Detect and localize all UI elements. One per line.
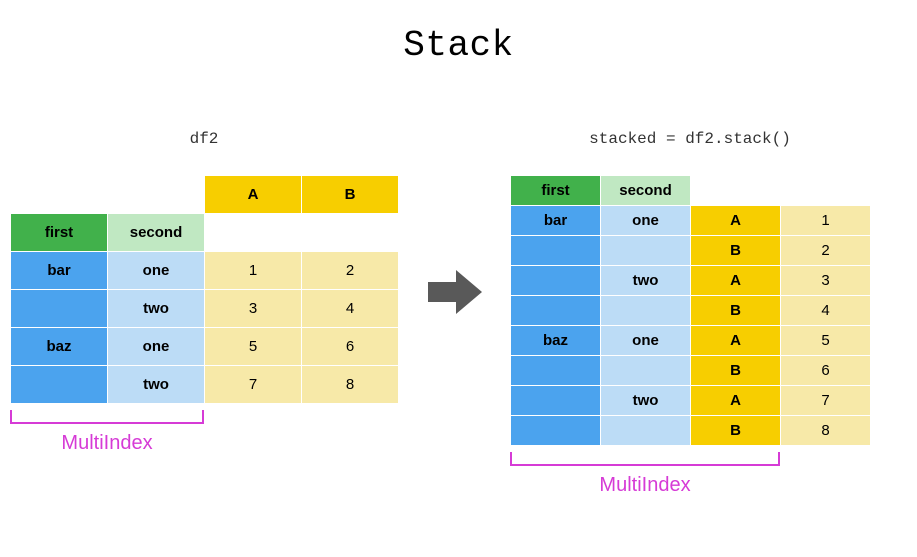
table-cell: 6: [302, 328, 399, 366]
table-cell: 2: [302, 252, 399, 290]
table-cell: second: [108, 214, 205, 252]
table-cell: A: [691, 206, 781, 236]
table-cell: bar: [511, 206, 601, 236]
table-cell: first: [511, 176, 601, 206]
table-cell: 5: [205, 328, 302, 366]
table-cell: 8: [302, 366, 399, 404]
table-cell: second: [601, 176, 691, 206]
table-cell: [511, 356, 601, 386]
table-cell: [11, 290, 108, 328]
table-cell: [11, 366, 108, 404]
table-cell: two: [108, 366, 205, 404]
table-cell: [11, 176, 108, 214]
table-cell: [205, 214, 302, 252]
right-multiindex-label: MultiIndex: [510, 474, 780, 497]
table-cell: 5: [781, 326, 871, 356]
table-cell: [601, 236, 691, 266]
table-cell: 7: [205, 366, 302, 404]
table-cell: baz: [511, 326, 601, 356]
right-table: firstsecondbaroneA1B2twoA3B4bazoneA5B6tw…: [510, 175, 871, 446]
table-cell: [781, 176, 871, 206]
table-cell: B: [691, 236, 781, 266]
left-multiindex-bracket: [10, 410, 204, 424]
left-multiindex-label: MultiIndex: [10, 432, 204, 455]
table-cell: 4: [781, 296, 871, 326]
table-cell: B: [691, 296, 781, 326]
table-cell: [511, 236, 601, 266]
table-cell: 3: [205, 290, 302, 328]
table-cell: B: [691, 416, 781, 446]
table-cell: 7: [781, 386, 871, 416]
table-cell: [511, 266, 601, 296]
table-cell: [511, 296, 601, 326]
table-cell: [601, 356, 691, 386]
right-multiindex-bracket: [510, 452, 780, 466]
table-cell: B: [691, 356, 781, 386]
table-cell: [108, 176, 205, 214]
table-cell: A: [691, 326, 781, 356]
left-table: ABfirstsecondbarone12 two34 bazone56 two78: [10, 175, 399, 404]
table-cell: one: [108, 328, 205, 366]
table-cell: 3: [781, 266, 871, 296]
table-cell: two: [601, 386, 691, 416]
table-cell: A: [205, 176, 302, 214]
table-cell: 1: [781, 206, 871, 236]
table-cell: one: [601, 326, 691, 356]
table-cell: [691, 176, 781, 206]
table-cell: [601, 296, 691, 326]
table-cell: 8: [781, 416, 871, 446]
table-cell: 6: [781, 356, 871, 386]
table-cell: [511, 416, 601, 446]
table-cell: 4: [302, 290, 399, 328]
table-cell: B: [302, 176, 399, 214]
table-cell: 2: [781, 236, 871, 266]
table-cell: one: [601, 206, 691, 236]
left-caption: df2: [10, 130, 398, 148]
table-cell: baz: [11, 328, 108, 366]
table-cell: first: [11, 214, 108, 252]
arrow-icon: [428, 270, 482, 314]
table-cell: A: [691, 266, 781, 296]
table-cell: two: [601, 266, 691, 296]
right-caption: stacked = df2.stack(): [510, 130, 870, 148]
table-cell: one: [108, 252, 205, 290]
table-cell: [601, 416, 691, 446]
table-cell: A: [691, 386, 781, 416]
table-cell: 1: [205, 252, 302, 290]
table-cell: [302, 214, 399, 252]
table-cell: [511, 386, 601, 416]
table-cell: two: [108, 290, 205, 328]
table-cell: bar: [11, 252, 108, 290]
page-title: Stack: [0, 25, 917, 66]
